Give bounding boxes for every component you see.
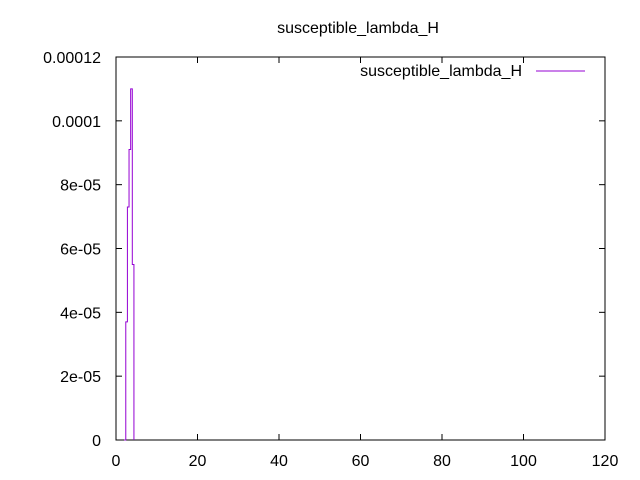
x-tick-label: 20 bbox=[189, 453, 207, 470]
x-tick-label: 100 bbox=[510, 453, 537, 470]
chart-title: susceptible_lambda_H bbox=[277, 20, 439, 37]
x-tick-label: 60 bbox=[352, 453, 370, 470]
y-tick-label: 6e-05 bbox=[60, 242, 101, 259]
y-tick-label: 4e-05 bbox=[60, 305, 101, 322]
legend-label: susceptible_lambda_H bbox=[360, 63, 522, 80]
plot-area bbox=[124, 88, 135, 441]
series-line bbox=[124, 88, 135, 441]
legend: susceptible_lambda_H bbox=[360, 63, 585, 80]
x-tick-label: 80 bbox=[433, 453, 451, 470]
y-tick-label: 0.0001 bbox=[52, 114, 101, 131]
y-tick-label: 0 bbox=[92, 433, 101, 450]
y-tick-label: 8e-05 bbox=[60, 178, 101, 195]
x-tick-label: 40 bbox=[270, 453, 288, 470]
plot-frame bbox=[115, 56, 606, 441]
y-tick-label: 0.00012 bbox=[43, 50, 101, 67]
x-tick-label: 120 bbox=[592, 453, 619, 470]
y-tick-label: 2e-05 bbox=[60, 369, 101, 386]
y-axis: 0 2e-05 4e-05 6e-05 8e-05 0.0001 0.00012 bbox=[43, 50, 605, 450]
x-tick-label: 0 bbox=[112, 453, 121, 470]
x-axis: 0 20 40 60 80 100 120 bbox=[112, 57, 619, 470]
